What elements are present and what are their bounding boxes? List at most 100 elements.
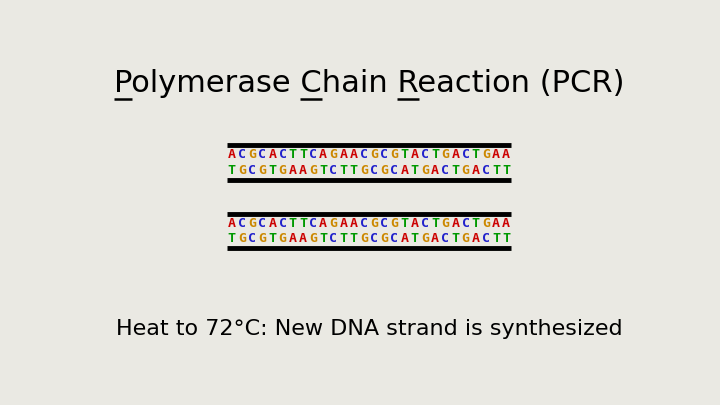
Text: A: A — [319, 217, 328, 230]
Text: G: G — [421, 164, 429, 177]
Text: T: T — [503, 232, 510, 245]
Text: G: G — [390, 217, 398, 230]
Text: T: T — [340, 164, 348, 177]
Text: C: C — [248, 232, 256, 245]
Text: T: T — [472, 148, 480, 161]
Text: G: G — [462, 232, 469, 245]
Text: T: T — [410, 232, 419, 245]
Text: G: G — [370, 148, 378, 161]
Text: T: T — [340, 232, 348, 245]
Text: G: G — [441, 217, 449, 230]
Text: T: T — [299, 217, 307, 230]
Text: G: G — [421, 232, 429, 245]
Text: C: C — [482, 232, 490, 245]
Text: T: T — [503, 164, 510, 177]
Text: C: C — [360, 148, 368, 161]
Text: A: A — [410, 148, 419, 161]
Text: A: A — [492, 148, 500, 161]
Text: A: A — [269, 148, 276, 161]
Text: A: A — [340, 148, 348, 161]
Text: G: G — [360, 232, 368, 245]
Text: T: T — [299, 148, 307, 161]
Text: G: G — [462, 164, 469, 177]
Text: T: T — [400, 217, 408, 230]
Text: G: G — [258, 232, 266, 245]
Text: T: T — [492, 232, 500, 245]
Text: A: A — [503, 217, 510, 230]
Text: T: T — [319, 164, 328, 177]
Text: C: C — [370, 164, 378, 177]
Text: C: C — [421, 217, 429, 230]
Text: Polymerase Chain Reaction (PCR): Polymerase Chain Reaction (PCR) — [114, 69, 624, 98]
Text: C: C — [380, 148, 388, 161]
Text: A: A — [431, 164, 439, 177]
Text: C: C — [360, 217, 368, 230]
Text: G: G — [482, 217, 490, 230]
Text: C: C — [279, 148, 287, 161]
Text: C: C — [462, 148, 469, 161]
Text: G: G — [330, 148, 338, 161]
Text: T: T — [289, 148, 297, 161]
Text: G: G — [380, 232, 388, 245]
Text: G: G — [279, 232, 287, 245]
Text: A: A — [289, 164, 297, 177]
Text: A: A — [340, 217, 348, 230]
Text: A: A — [269, 217, 276, 230]
Text: T: T — [228, 164, 235, 177]
Text: A: A — [451, 217, 459, 230]
Text: T: T — [451, 164, 459, 177]
Text: C: C — [238, 148, 246, 161]
Text: G: G — [309, 164, 317, 177]
Text: A: A — [492, 217, 500, 230]
Text: A: A — [400, 164, 408, 177]
Text: G: G — [248, 217, 256, 230]
Text: G: G — [390, 148, 398, 161]
Text: C: C — [279, 217, 287, 230]
Text: A: A — [503, 148, 510, 161]
Text: A: A — [350, 148, 358, 161]
Text: T: T — [228, 232, 235, 245]
Text: A: A — [319, 148, 328, 161]
Text: T: T — [431, 217, 439, 230]
Text: G: G — [238, 164, 246, 177]
Text: G: G — [330, 217, 338, 230]
Text: G: G — [279, 164, 287, 177]
Text: C: C — [390, 232, 398, 245]
Text: C: C — [441, 164, 449, 177]
Text: G: G — [248, 148, 256, 161]
Text: G: G — [360, 164, 368, 177]
Text: C: C — [258, 217, 266, 230]
Text: A: A — [472, 232, 480, 245]
Text: G: G — [380, 164, 388, 177]
Text: C: C — [330, 232, 338, 245]
Text: A: A — [350, 217, 358, 230]
Text: A: A — [451, 148, 459, 161]
Text: T: T — [472, 217, 480, 230]
Text: A: A — [400, 232, 408, 245]
Text: T: T — [289, 217, 297, 230]
Text: G: G — [309, 232, 317, 245]
Text: T: T — [319, 232, 328, 245]
Text: A: A — [410, 217, 419, 230]
Text: T: T — [269, 232, 276, 245]
Text: T: T — [492, 164, 500, 177]
Text: A: A — [228, 148, 235, 161]
Text: T: T — [410, 164, 419, 177]
Text: C: C — [248, 164, 256, 177]
Text: G: G — [370, 217, 378, 230]
Text: C: C — [238, 217, 246, 230]
Text: C: C — [441, 232, 449, 245]
Text: A: A — [299, 232, 307, 245]
Text: C: C — [330, 164, 338, 177]
Text: A: A — [289, 232, 297, 245]
Text: T: T — [451, 232, 459, 245]
Text: C: C — [390, 164, 398, 177]
Text: T: T — [269, 164, 276, 177]
Text: C: C — [462, 217, 469, 230]
Text: C: C — [380, 217, 388, 230]
Text: T: T — [431, 148, 439, 161]
Text: A: A — [472, 164, 480, 177]
Text: T: T — [400, 148, 408, 161]
Text: Heat to 72°C: New DNA strand is synthesized: Heat to 72°C: New DNA strand is synthesi… — [116, 319, 622, 339]
Text: T: T — [350, 164, 358, 177]
